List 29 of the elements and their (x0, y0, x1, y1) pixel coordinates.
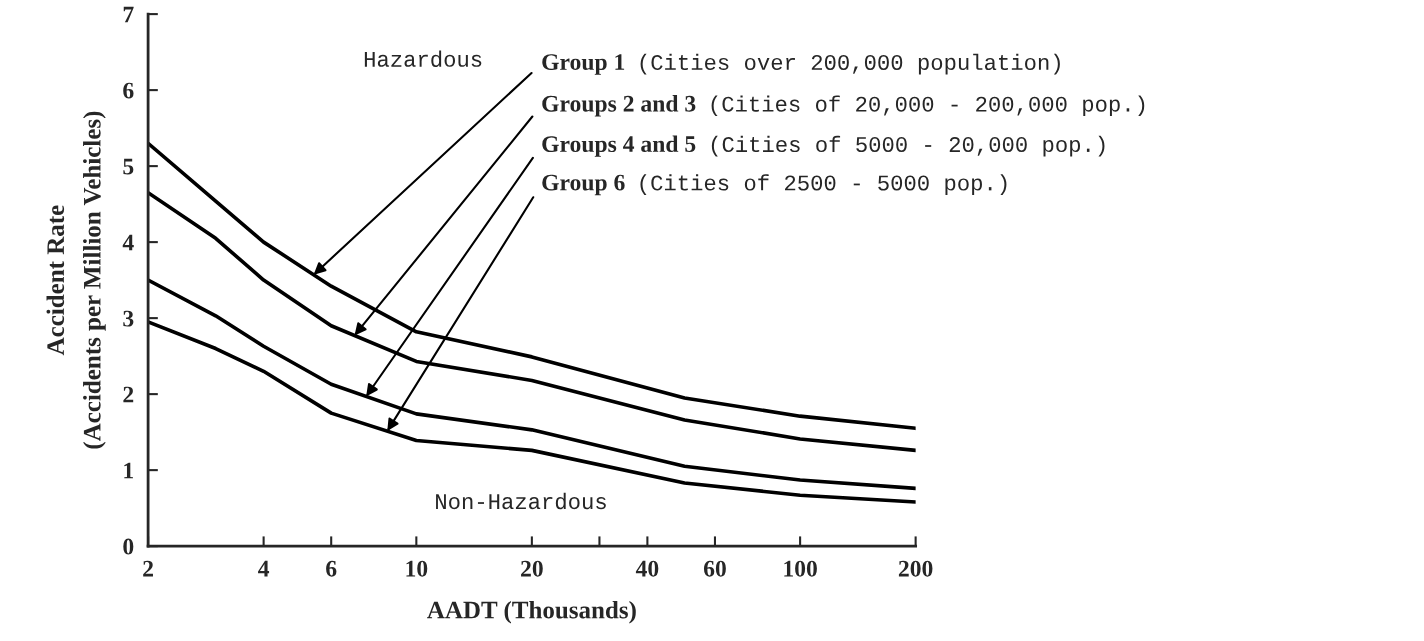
x-tick-label: 20 (521, 560, 543, 577)
y-tick-label: 0 (123, 538, 134, 555)
x-tick-label: 4 (258, 560, 270, 577)
x-tick-label: 10 (406, 560, 428, 577)
y-tick-label: 3 (123, 310, 134, 327)
x-axis-title: AADT (Thousands) (427, 600, 636, 624)
y-tick-label: 7 (123, 6, 134, 23)
text: Groups 2 and 3 (542, 95, 696, 117)
y-axis-title: Accident Rate (Accidents per Million Vehicles) (46, 111, 106, 449)
x-tick-label: 100 (784, 560, 817, 577)
y-tick-label: 1 (124, 462, 133, 479)
y-tick-label: 6 (123, 82, 134, 99)
annotation: (Cities over 200,000 population) (640, 53, 1060, 75)
text: Groups 4 and 5 (542, 135, 696, 157)
x-tick-label: 6 (326, 560, 337, 577)
annotation: (Cities of 2500 - 5000 pop.) (640, 174, 1007, 195)
annotation: (Cities of 20,000 - 200,000 pop.) (711, 95, 1145, 117)
y-tick-label: 4 (122, 234, 134, 251)
text: Group 6 (542, 174, 625, 196)
annotation: Non-Hazardous (436, 492, 606, 510)
text: Group 1 (542, 54, 625, 75)
x-tick-label: 40 (635, 560, 659, 577)
y-tick-label: 2 (123, 386, 134, 403)
annotation: Hazardous (364, 50, 482, 67)
annotation: (Cities of 5000 - 20,000 pop.) (711, 135, 1105, 157)
y-tick-label: 5 (123, 158, 134, 175)
x-tick-label: 60 (703, 560, 726, 577)
x-tick-label: 2 (143, 560, 153, 577)
x-tick-label: 200 (898, 560, 933, 577)
